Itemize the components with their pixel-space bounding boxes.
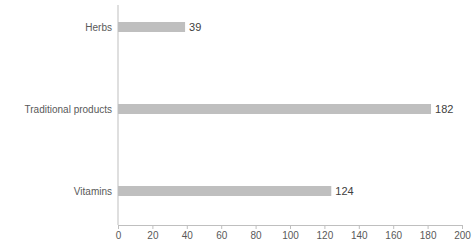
x-tick-mark — [290, 225, 291, 229]
chart: 0 20 40 60 80 100 120 140 160 180 200 Herbs Traditio… — [0, 0, 474, 245]
x-tick: 200 — [454, 225, 471, 241]
x-tick-label: 140 — [351, 230, 368, 241]
data-label: 39 — [189, 21, 201, 33]
x-tick: 180 — [420, 225, 437, 241]
x-tick: 80 — [251, 225, 263, 241]
x-tick: 100 — [282, 225, 299, 241]
x-tick-label: 80 — [251, 230, 263, 241]
bars — [118, 22, 431, 196]
x-tick-label: 60 — [216, 230, 228, 241]
x-tick-label: 40 — [182, 230, 194, 241]
x-tick: 60 — [216, 225, 228, 241]
y-axis-line — [118, 5, 119, 225]
x-tick-label: 200 — [454, 230, 471, 241]
bar — [118, 22, 185, 32]
x-tick-mark — [152, 225, 153, 229]
bar — [118, 104, 431, 114]
y-tick-label: Vitamins — [74, 186, 112, 197]
x-tick: 140 — [351, 225, 368, 241]
y-tick-label: Traditional products — [25, 104, 112, 115]
data-label: 124 — [335, 185, 353, 197]
x-tick-label: 120 — [317, 230, 334, 241]
x-tick: 160 — [385, 225, 402, 241]
x-tick: 0 — [116, 225, 122, 241]
x-tick-mark — [428, 225, 429, 229]
y-tick: Vitamins — [74, 186, 118, 197]
data-labels: 39 182 124 — [189, 21, 453, 197]
x-tick-mark — [187, 225, 188, 229]
x-tick: 120 — [317, 225, 334, 241]
x-tick-label: 20 — [147, 230, 159, 241]
y-tick-label: Herbs — [85, 22, 112, 33]
y-tick: Traditional products — [25, 104, 118, 115]
x-tick-mark — [462, 225, 463, 229]
x-tick-label: 160 — [385, 230, 402, 241]
data-label: 182 — [435, 103, 453, 115]
plot: 0 20 40 60 80 100 120 140 160 180 200 Herbs Traditio… — [25, 5, 472, 241]
y-tick: Herbs — [85, 22, 118, 33]
bar — [118, 186, 331, 196]
x-tick: 20 — [147, 225, 159, 241]
x-tick-mark — [256, 225, 257, 229]
x-axis: 0 20 40 60 80 100 120 140 160 180 200 — [116, 225, 472, 241]
x-tick-mark — [221, 225, 222, 229]
x-tick-label: 0 — [116, 230, 122, 241]
y-axis: Herbs Traditional products Vitamins — [25, 22, 118, 197]
x-tick: 40 — [182, 225, 194, 241]
x-tick-label: 100 — [282, 230, 299, 241]
x-tick-mark — [118, 225, 119, 229]
x-tick-mark — [393, 225, 394, 229]
x-tick-label: 180 — [420, 230, 437, 241]
x-tick-mark — [324, 225, 325, 229]
x-tick-mark — [359, 225, 360, 229]
